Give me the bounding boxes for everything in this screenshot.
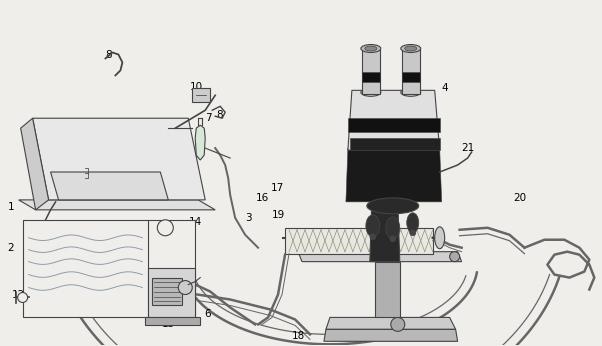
Polygon shape	[298, 252, 462, 262]
Text: 19: 19	[368, 253, 382, 263]
Text: 10: 10	[190, 82, 203, 92]
Polygon shape	[20, 118, 49, 210]
Polygon shape	[33, 118, 205, 200]
Bar	[148, 267, 195, 317]
Circle shape	[178, 281, 192, 294]
Text: 17: 17	[270, 183, 284, 193]
Ellipse shape	[386, 217, 400, 239]
Text: 20: 20	[513, 193, 526, 203]
Text: 8: 8	[216, 110, 223, 120]
Text: 1: 1	[7, 202, 14, 212]
Polygon shape	[324, 329, 458, 341]
Text: 9: 9	[125, 190, 132, 200]
Ellipse shape	[366, 215, 380, 237]
Text: 3: 3	[245, 213, 252, 223]
Ellipse shape	[401, 88, 421, 96]
Circle shape	[391, 317, 405, 331]
Bar	[402, 48, 420, 94]
Text: 7: 7	[205, 113, 211, 123]
Ellipse shape	[361, 45, 381, 53]
Polygon shape	[195, 125, 205, 160]
Text: 21: 21	[461, 143, 474, 153]
Bar	[23, 220, 195, 317]
Bar	[152, 277, 182, 306]
Ellipse shape	[367, 198, 419, 214]
Circle shape	[410, 230, 416, 236]
Text: 11: 11	[176, 297, 189, 307]
Bar	[192, 88, 210, 102]
Text: 2: 2	[7, 243, 14, 253]
Text: 16: 16	[255, 193, 268, 203]
Text: 6: 6	[145, 165, 152, 175]
Polygon shape	[370, 200, 400, 262]
Text: 19: 19	[272, 210, 285, 220]
Polygon shape	[51, 172, 169, 200]
Ellipse shape	[407, 213, 419, 233]
Text: 12: 12	[12, 290, 25, 300]
Bar	[375, 262, 400, 317]
Circle shape	[157, 220, 173, 236]
Text: 18: 18	[291, 331, 305, 342]
Text: 5: 5	[39, 133, 46, 143]
Bar	[402, 72, 420, 82]
Polygon shape	[346, 148, 442, 202]
Ellipse shape	[435, 227, 445, 249]
Circle shape	[370, 234, 376, 240]
Text: 14: 14	[188, 217, 202, 227]
Text: 8: 8	[105, 51, 112, 61]
Text: 4: 4	[441, 83, 448, 93]
Polygon shape	[326, 317, 456, 329]
Bar	[350, 138, 439, 150]
Bar	[362, 72, 380, 82]
Ellipse shape	[361, 88, 381, 96]
Text: 6: 6	[204, 309, 211, 319]
Polygon shape	[19, 200, 215, 210]
Ellipse shape	[405, 46, 417, 51]
Text: 13: 13	[46, 220, 59, 230]
Bar	[348, 118, 439, 132]
Circle shape	[389, 236, 396, 242]
Polygon shape	[348, 90, 439, 150]
Bar	[362, 48, 380, 94]
Bar	[285, 228, 433, 254]
Bar	[145, 317, 200, 325]
Circle shape	[17, 292, 28, 302]
Circle shape	[450, 252, 460, 262]
Ellipse shape	[365, 46, 377, 51]
Text: 15: 15	[162, 319, 175, 329]
Ellipse shape	[401, 45, 421, 53]
